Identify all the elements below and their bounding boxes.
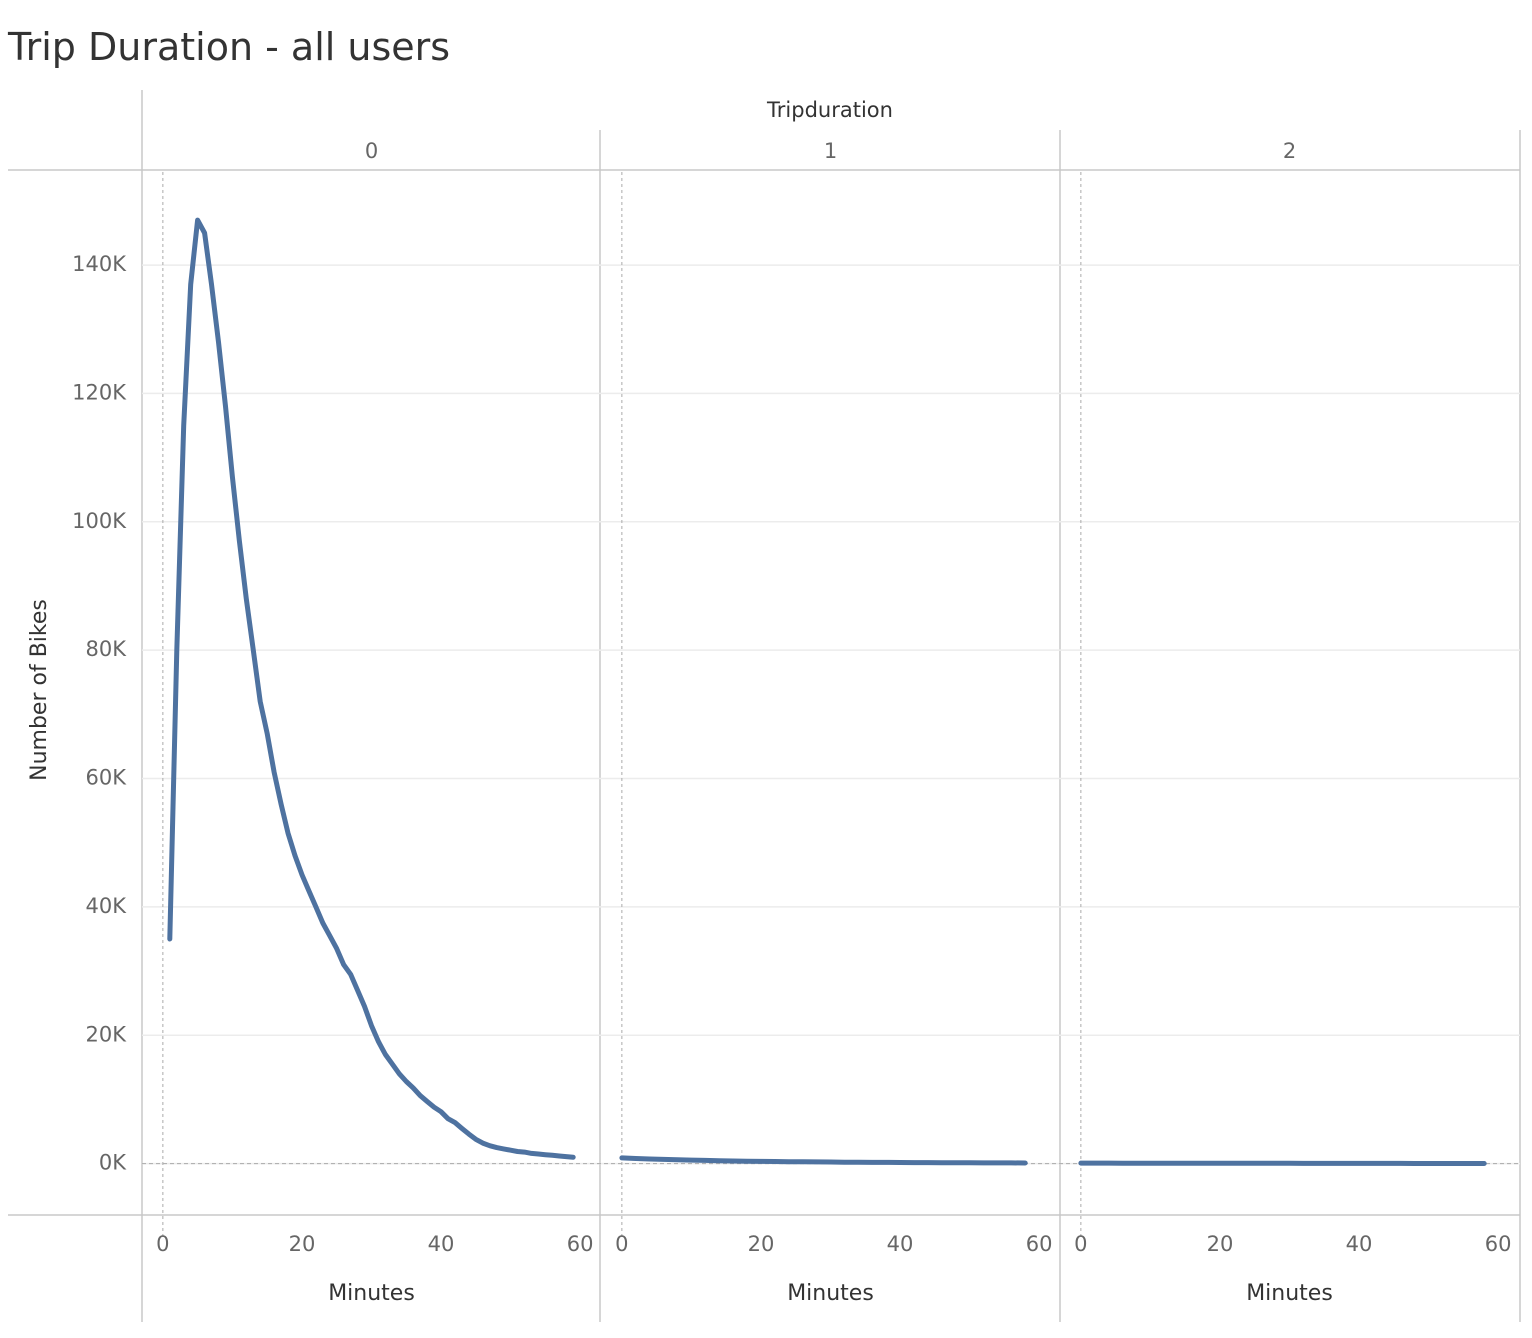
- x-tick-label: 20: [289, 1232, 316, 1256]
- y-tick-label: 40K: [86, 894, 128, 918]
- x-axis-label: Minutes: [328, 1281, 415, 1306]
- column-header: Tripduration: [766, 98, 893, 122]
- grid: [142, 264, 1520, 1165]
- x-tick-label: 0: [1074, 1232, 1087, 1256]
- y-tick-label: 0K: [99, 1151, 127, 1175]
- x-tick-label: 20: [1207, 1232, 1234, 1256]
- x-tick-label: 40: [428, 1232, 455, 1256]
- x-tick-label: 40: [887, 1232, 914, 1256]
- x-tick-label: 20: [748, 1232, 775, 1256]
- chart-title: Trip Duration - all users: [7, 25, 450, 69]
- panel-header: 2: [1283, 139, 1296, 163]
- y-axis-label: Number of Bikes: [27, 599, 52, 781]
- y-tick-label: 20K: [86, 1022, 128, 1046]
- y-tick-label: 60K: [86, 766, 128, 790]
- panel-header: 0: [365, 139, 378, 163]
- data-line: [619, 1155, 1028, 1166]
- x-tick-label: 0: [156, 1232, 169, 1256]
- x-tick-label: 60: [567, 1232, 594, 1256]
- x-tick-label: 60: [1026, 1232, 1053, 1256]
- x-axis-label: Minutes: [1246, 1281, 1333, 1306]
- y-tick-label: 140K: [72, 252, 127, 276]
- x-tick-label: 60: [1485, 1232, 1512, 1256]
- y-tick-label: 100K: [72, 509, 127, 533]
- y-tick-label: 80K: [86, 637, 128, 661]
- panel-header: 1: [824, 139, 837, 163]
- y-tick-label: 120K: [72, 380, 127, 404]
- x-tick-label: 0: [615, 1232, 628, 1256]
- x-tick-label: 40: [1346, 1232, 1373, 1256]
- x-axis-label: Minutes: [787, 1281, 874, 1306]
- data-line: [167, 217, 576, 1160]
